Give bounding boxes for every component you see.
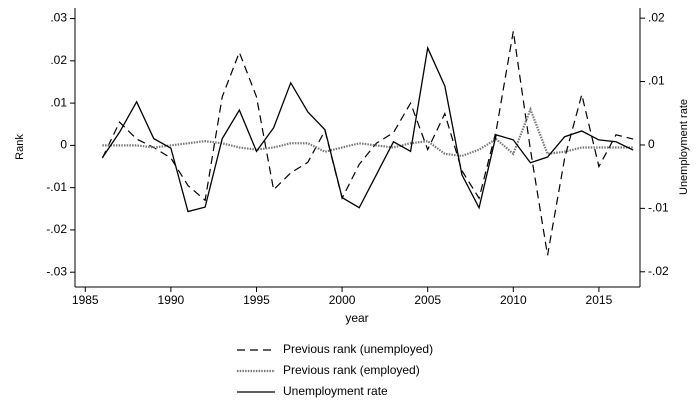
x-tick-label: 2005 [414,293,441,307]
y-tick-label: 0 [60,138,67,152]
x-tick-label: 1990 [158,293,185,307]
series-line [101,45,634,213]
y-tick-label: .01 [50,95,67,109]
y-tick-label: -.03 [46,264,67,278]
y2-tick-label: .01 [648,74,665,88]
x-tick-label: 1995 [243,293,270,307]
y2-tick-label: 0 [648,137,655,151]
y2-tick-label: .02 [648,10,665,24]
legend-label: Previous rank (unemployed) [283,342,433,356]
y-tick-label: -.01 [46,180,67,194]
legend-label: Unemployment rate [283,384,388,398]
legend-label: Previous rank (employed) [283,363,420,377]
x-tick-label: 2015 [586,293,613,307]
y-tick-label: .03 [50,11,67,25]
x-tick-label: 2000 [329,293,356,307]
series-line [101,31,634,256]
x-axis-label: year [345,311,368,325]
y2-axis-label: Unemployment rate [678,99,690,195]
y-tick-label: .02 [50,53,67,67]
x-tick-label: 2010 [500,293,527,307]
y2-tick-label: -.02 [648,264,669,278]
y-axis-label: Rank [14,134,26,160]
y-tick-label: -.02 [46,222,67,236]
series-line [102,106,634,158]
x-tick-label: 1985 [72,293,99,307]
y2-tick-label: -.01 [648,201,669,215]
